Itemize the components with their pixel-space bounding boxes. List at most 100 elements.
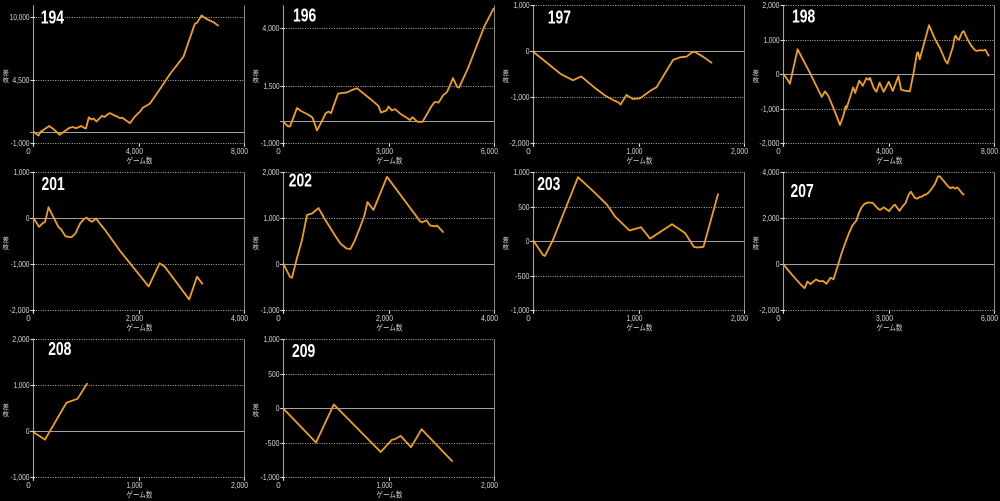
svg-text:0: 0 [526, 147, 531, 156]
svg-text:-1,000: -1,000 [511, 306, 530, 315]
svg-text:196: 196 [293, 6, 316, 26]
svg-text:-1,000: -1,000 [761, 105, 780, 114]
svg-text:8,000: 8,000 [231, 147, 249, 156]
svg-text:-1,000: -1,000 [11, 260, 30, 269]
svg-text:-1,000: -1,000 [11, 139, 30, 148]
svg-text:1,000: 1,000 [514, 168, 530, 177]
svg-text:197: 197 [548, 7, 571, 27]
svg-text:0: 0 [276, 404, 280, 413]
svg-text:4,000: 4,000 [262, 24, 280, 33]
svg-text:209: 209 [292, 341, 315, 361]
svg-text:差: 差 [252, 68, 259, 77]
svg-text:ゲーム数: ゲーム数 [126, 490, 152, 500]
svg-text:差: 差 [2, 235, 9, 244]
svg-text:208: 208 [48, 339, 71, 359]
svg-text:2,000: 2,000 [12, 335, 30, 344]
svg-text:0: 0 [26, 214, 30, 223]
svg-text:差: 差 [752, 68, 759, 77]
svg-text:1,000: 1,000 [127, 481, 143, 490]
svg-text:枚: 枚 [752, 75, 759, 84]
svg-text:1,000: 1,000 [264, 214, 280, 223]
svg-text:0: 0 [776, 260, 780, 269]
svg-text:-2,000: -2,000 [509, 139, 530, 148]
svg-text:6,000: 6,000 [481, 147, 499, 156]
svg-text:500: 500 [518, 203, 530, 212]
svg-text:0: 0 [776, 147, 781, 156]
svg-text:2,000: 2,000 [126, 314, 144, 323]
svg-text:-1,000: -1,000 [261, 306, 280, 315]
svg-text:枚: 枚 [252, 75, 259, 84]
svg-text:ゲーム数: ゲーム数 [876, 323, 902, 333]
svg-text:3,000: 3,000 [876, 314, 894, 323]
svg-text:203: 203 [537, 174, 560, 194]
svg-text:1,000: 1,000 [764, 36, 780, 45]
svg-text:2,000: 2,000 [762, 1, 780, 10]
svg-text:201: 201 [42, 174, 65, 194]
svg-text:枚: 枚 [502, 242, 509, 251]
svg-text:4,000: 4,000 [876, 147, 894, 156]
svg-text:1,500: 1,500 [264, 82, 280, 91]
svg-text:1,000: 1,000 [14, 168, 30, 177]
svg-text:0: 0 [276, 147, 281, 156]
svg-text:1,000: 1,000 [627, 147, 643, 156]
svg-text:194: 194 [41, 7, 64, 27]
svg-text:-1,000: -1,000 [511, 93, 530, 102]
svg-text:差: 差 [252, 235, 259, 244]
svg-text:ゲーム数: ゲーム数 [626, 323, 652, 333]
svg-text:6,000: 6,000 [981, 314, 999, 323]
svg-text:0: 0 [276, 481, 281, 490]
svg-text:-2,000: -2,000 [759, 139, 780, 148]
svg-text:3,000: 3,000 [376, 147, 394, 156]
svg-text:-500: -500 [265, 439, 280, 448]
svg-text:2,000: 2,000 [231, 481, 249, 490]
svg-text:0: 0 [526, 47, 530, 56]
svg-text:ゲーム数: ゲーム数 [126, 323, 152, 333]
svg-text:198: 198 [792, 6, 815, 26]
svg-text:-500: -500 [515, 272, 530, 281]
svg-text:4,000: 4,000 [231, 314, 249, 323]
svg-text:500: 500 [268, 370, 280, 379]
svg-text:-1,000: -1,000 [261, 139, 280, 148]
svg-text:10,000: 10,000 [10, 13, 30, 22]
svg-text:0: 0 [26, 314, 31, 323]
svg-text:枚: 枚 [252, 409, 259, 418]
svg-text:4,000: 4,000 [126, 147, 144, 156]
svg-text:1,000: 1,000 [264, 335, 280, 344]
svg-text:ゲーム数: ゲーム数 [376, 323, 402, 333]
svg-text:0: 0 [276, 260, 280, 269]
svg-text:2,000: 2,000 [731, 314, 749, 323]
svg-text:差: 差 [2, 68, 9, 77]
svg-text:1,000: 1,000 [514, 1, 530, 10]
svg-text:ゲーム数: ゲーム数 [376, 156, 402, 166]
svg-text:枚: 枚 [2, 75, 9, 84]
svg-text:枚: 枚 [2, 242, 9, 251]
svg-text:0: 0 [26, 147, 31, 156]
svg-text:207: 207 [791, 181, 814, 201]
svg-text:2,000: 2,000 [731, 147, 749, 156]
svg-text:ゲーム数: ゲーム数 [876, 156, 902, 166]
svg-text:202: 202 [289, 171, 312, 191]
svg-text:ゲーム数: ゲーム数 [626, 156, 652, 166]
svg-text:枚: 枚 [752, 242, 759, 251]
svg-text:-1,000: -1,000 [11, 473, 30, 482]
svg-text:0: 0 [526, 314, 531, 323]
svg-text:4,500: 4,500 [12, 76, 30, 85]
svg-text:0: 0 [26, 427, 30, 436]
svg-text:枚: 枚 [2, 409, 9, 418]
svg-text:差: 差 [502, 68, 509, 77]
svg-text:0: 0 [26, 481, 31, 490]
svg-text:8,000: 8,000 [981, 147, 999, 156]
svg-text:差: 差 [502, 235, 509, 244]
svg-text:4,000: 4,000 [481, 314, 499, 323]
svg-text:-2,000: -2,000 [9, 306, 30, 315]
svg-text:2,000: 2,000 [481, 481, 499, 490]
svg-text:枚: 枚 [252, 242, 259, 251]
svg-text:2,000: 2,000 [762, 214, 780, 223]
svg-text:1,000: 1,000 [377, 481, 393, 490]
svg-text:-2,000: -2,000 [759, 306, 780, 315]
svg-text:2,000: 2,000 [376, 314, 394, 323]
svg-text:4,000: 4,000 [762, 168, 780, 177]
svg-text:2,000: 2,000 [262, 168, 280, 177]
svg-text:1,000: 1,000 [627, 314, 643, 323]
svg-text:差: 差 [252, 402, 259, 411]
